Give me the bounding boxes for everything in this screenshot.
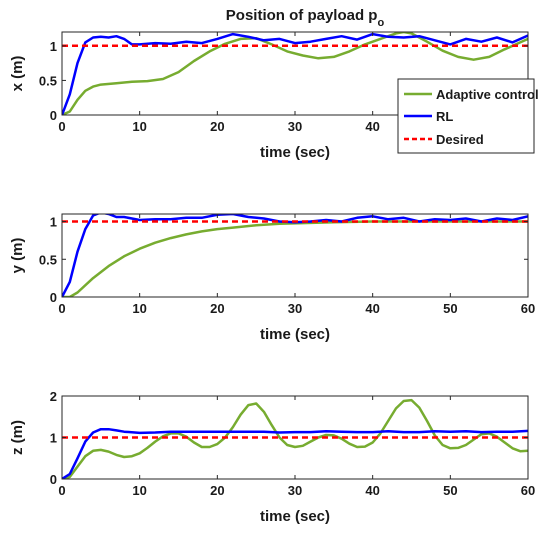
y-ytick-label: 0.5 xyxy=(39,252,57,267)
x-xtick-label: 40 xyxy=(365,119,379,134)
z-xtick-label: 0 xyxy=(58,483,65,498)
x-ylabel: x (m) xyxy=(9,56,26,92)
legend-label-desired: Desired xyxy=(436,132,484,147)
x-series-group xyxy=(62,32,528,115)
z-series-group xyxy=(62,398,528,479)
z-ylabel: z (m) xyxy=(9,420,26,455)
z-xtick-label: 20 xyxy=(210,483,224,498)
y-xtick-label: 50 xyxy=(443,301,457,316)
x-series-rl xyxy=(62,32,528,115)
x-xtick-label: 0 xyxy=(58,119,65,134)
y-series-rl xyxy=(62,214,528,297)
y-xtick-label: 20 xyxy=(210,301,224,316)
figure-title-subscript: o xyxy=(377,17,384,29)
y-series-group xyxy=(62,214,528,297)
y-position-plot: 0 10 20 30 40 50 60 0 0.5 1 time (sec) y (m) xyxy=(9,213,535,343)
z-xlabel: time (sec) xyxy=(260,508,330,525)
x-xtick-label: 20 xyxy=(210,119,224,134)
z-position-plot: 0 10 20 30 40 50 60 0 1 2 time (sec) z (m) xyxy=(9,389,535,525)
z-xtick-label: 50 xyxy=(443,483,457,498)
figure-title: Position of payload po xyxy=(226,7,385,29)
legend: Adaptive control RL Desired xyxy=(397,78,539,154)
legend-entry-adaptive-control: Adaptive control xyxy=(404,87,539,102)
x-ytick-label: 1 xyxy=(50,39,57,54)
z-xtick-label: 10 xyxy=(132,483,146,498)
y-plot-area xyxy=(62,214,528,297)
z-xtick-label: 60 xyxy=(521,483,535,498)
z-series-adaptive-control xyxy=(62,398,528,479)
z-ytick-label: 0 xyxy=(50,472,57,487)
y-xtick-label: 10 xyxy=(132,301,146,316)
z-xtick-label: 40 xyxy=(365,483,379,498)
z-ytick-label: 2 xyxy=(50,389,57,404)
z-series-rl xyxy=(62,427,528,479)
legend-label-adaptive-control: Adaptive control xyxy=(436,87,539,102)
z-xtick-label: 30 xyxy=(288,483,302,498)
y-ytick-label: 0 xyxy=(50,290,57,305)
x-xtick-label: 10 xyxy=(132,119,146,134)
y-ytick-label: 1 xyxy=(50,215,57,230)
z-ytick-label: 1 xyxy=(50,431,57,446)
y-xtick-label: 30 xyxy=(288,301,302,316)
y-xtick-label: 60 xyxy=(521,301,535,316)
x-ytick-label: 0.5 xyxy=(39,73,57,88)
x-xtick-label: 30 xyxy=(288,119,302,134)
x-series-adaptive-control xyxy=(62,32,528,115)
y-xtick-label: 40 xyxy=(365,301,379,316)
legend-entry-desired: Desired xyxy=(404,132,484,147)
legend-entry-rl: RL xyxy=(404,109,453,124)
y-xlabel: time (sec) xyxy=(260,326,330,343)
x-xlabel: time (sec) xyxy=(260,144,330,161)
y-ylabel: y (m) xyxy=(9,238,26,274)
y-xtick-label: 0 xyxy=(58,301,65,316)
x-ytick-label: 0 xyxy=(50,108,57,123)
legend-label-rl: RL xyxy=(436,109,453,124)
